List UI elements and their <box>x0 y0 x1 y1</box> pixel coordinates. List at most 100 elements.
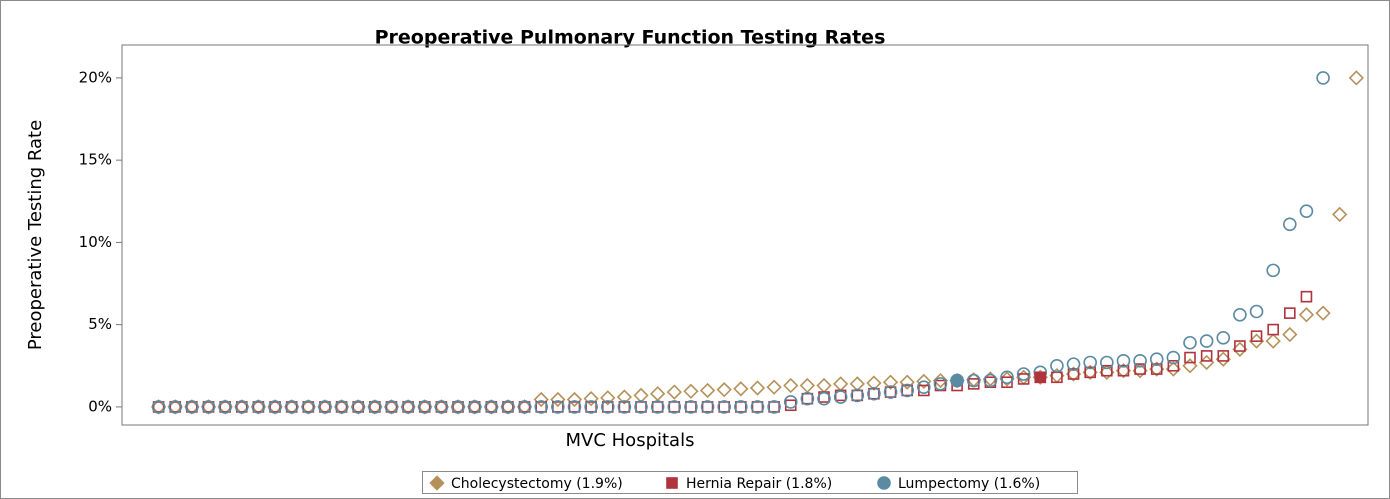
point <box>168 400 183 414</box>
y-tick-label: 20% <box>79 68 112 86</box>
point <box>966 373 981 388</box>
point <box>352 401 365 413</box>
point <box>1183 335 1197 350</box>
point <box>269 401 281 413</box>
point <box>735 401 747 413</box>
point <box>451 400 465 414</box>
point <box>502 401 514 413</box>
point <box>800 391 815 406</box>
point <box>1332 206 1348 223</box>
point <box>1282 326 1298 343</box>
point <box>883 385 898 399</box>
point <box>584 400 598 414</box>
point <box>218 400 232 414</box>
point <box>850 388 865 403</box>
point <box>252 401 265 413</box>
point <box>882 374 899 390</box>
legend-marker <box>666 477 678 489</box>
point <box>651 401 664 413</box>
point <box>635 401 647 413</box>
point <box>867 386 881 401</box>
point <box>717 400 732 414</box>
point <box>468 401 481 413</box>
point <box>202 401 215 413</box>
point <box>1283 217 1297 232</box>
point <box>1149 352 1164 366</box>
point <box>1299 204 1314 218</box>
point <box>751 401 764 413</box>
legend-marker <box>429 475 445 491</box>
legend-label: Lumpectomy (1.6%) <box>898 476 1040 492</box>
point <box>868 387 880 400</box>
point <box>600 400 615 414</box>
point <box>551 400 565 414</box>
point <box>435 401 448 413</box>
point <box>618 401 631 413</box>
point <box>152 401 165 413</box>
point <box>1267 323 1279 336</box>
point <box>668 401 681 413</box>
point <box>1050 358 1064 373</box>
point <box>983 373 998 388</box>
point <box>219 401 231 413</box>
point <box>186 401 198 413</box>
point <box>1184 351 1196 364</box>
point <box>251 400 266 414</box>
point <box>684 400 698 414</box>
point <box>185 400 199 414</box>
point <box>467 400 482 414</box>
point <box>783 395 798 409</box>
point <box>1166 350 1181 365</box>
point <box>600 390 616 406</box>
point <box>319 401 331 413</box>
point <box>1134 363 1146 375</box>
point <box>1133 354 1147 368</box>
point <box>699 382 716 399</box>
point <box>1216 331 1231 345</box>
point <box>385 401 398 413</box>
point <box>402 401 414 413</box>
point <box>1100 355 1114 370</box>
point <box>517 400 532 414</box>
point <box>369 401 381 413</box>
point <box>201 400 216 414</box>
legend-label: Cholecystectomy (1.9%) <box>451 476 623 492</box>
point <box>1116 354 1131 368</box>
point <box>1101 364 1113 377</box>
point <box>718 401 731 413</box>
point <box>700 400 715 414</box>
legend <box>422 471 1078 494</box>
point <box>535 401 548 413</box>
point <box>685 401 697 413</box>
point <box>716 382 732 398</box>
point <box>1217 350 1230 362</box>
point <box>833 390 848 404</box>
point <box>1067 368 1080 380</box>
point <box>1084 366 1096 379</box>
point <box>932 372 949 389</box>
point <box>583 391 599 407</box>
average-point <box>1034 371 1047 384</box>
point <box>1001 376 1013 389</box>
point <box>434 400 449 414</box>
point <box>318 400 332 414</box>
point <box>916 373 932 390</box>
point <box>485 401 498 413</box>
point <box>484 400 499 414</box>
point <box>617 400 632 414</box>
point <box>151 400 166 414</box>
y-tick-label: 15% <box>79 151 112 169</box>
point <box>351 400 366 414</box>
point <box>801 392 814 405</box>
point <box>1167 359 1180 372</box>
point <box>683 383 699 399</box>
point <box>750 400 765 414</box>
point <box>601 401 614 413</box>
point <box>234 400 249 414</box>
point <box>733 381 749 397</box>
point <box>334 400 349 414</box>
legend-label: Hernia Repair (1.8%) <box>686 476 832 492</box>
point <box>1117 364 1130 377</box>
